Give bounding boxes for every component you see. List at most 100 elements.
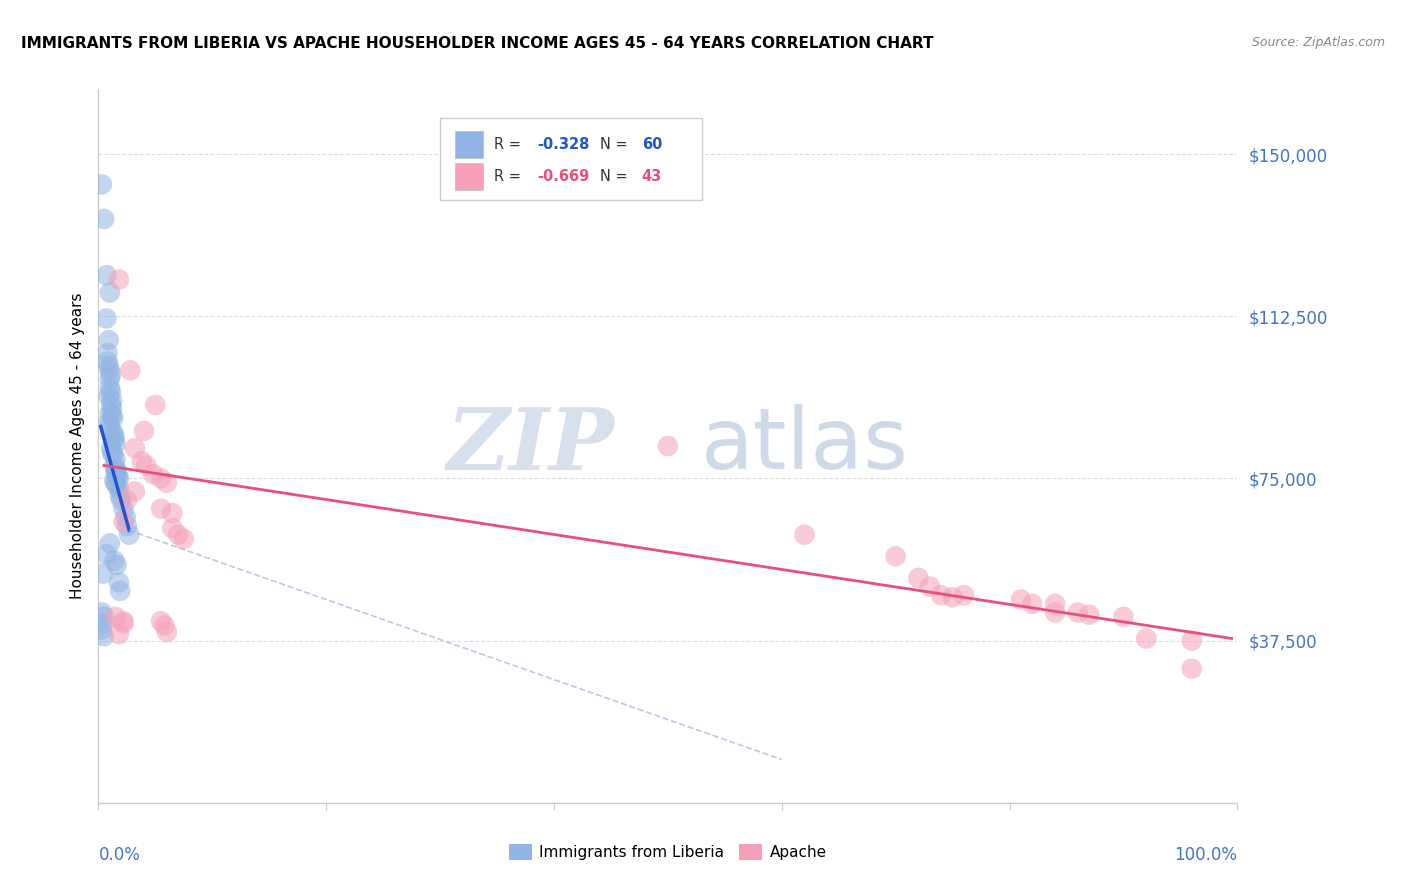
Point bbox=[167, 527, 190, 541]
Point bbox=[96, 311, 118, 326]
FancyBboxPatch shape bbox=[456, 130, 484, 158]
Point bbox=[162, 521, 184, 535]
Text: R =: R = bbox=[494, 136, 524, 152]
Point bbox=[150, 471, 173, 485]
Point bbox=[101, 445, 124, 459]
Point bbox=[112, 501, 135, 516]
Text: 100.0%: 100.0% bbox=[1174, 846, 1237, 863]
Point bbox=[98, 372, 121, 386]
Point bbox=[1010, 592, 1032, 607]
Point bbox=[101, 402, 124, 417]
Point bbox=[124, 484, 146, 499]
Point bbox=[145, 398, 167, 412]
Point bbox=[793, 527, 815, 541]
Point bbox=[108, 575, 131, 590]
Point bbox=[96, 354, 118, 368]
Text: 0.0%: 0.0% bbox=[98, 846, 141, 863]
Point bbox=[98, 407, 121, 421]
Point bbox=[90, 623, 112, 637]
Point bbox=[108, 482, 131, 496]
Point bbox=[108, 272, 131, 286]
Point bbox=[1043, 597, 1066, 611]
Point bbox=[105, 463, 128, 477]
Point bbox=[103, 448, 125, 462]
Point bbox=[93, 211, 115, 226]
Point bbox=[150, 614, 173, 628]
Point bbox=[1135, 632, 1157, 646]
Point bbox=[150, 501, 173, 516]
Text: ZIP: ZIP bbox=[447, 404, 614, 488]
Point bbox=[114, 510, 136, 524]
Point bbox=[96, 547, 118, 561]
Point bbox=[103, 433, 125, 447]
Point bbox=[96, 268, 118, 282]
Point bbox=[97, 333, 120, 347]
Point bbox=[953, 588, 976, 602]
Point bbox=[942, 591, 965, 605]
Point bbox=[93, 629, 115, 643]
Text: 60: 60 bbox=[641, 136, 662, 152]
Point bbox=[104, 452, 127, 467]
Point bbox=[929, 588, 952, 602]
Point bbox=[1078, 607, 1101, 622]
Point bbox=[115, 519, 138, 533]
Point bbox=[98, 536, 121, 550]
Point bbox=[97, 359, 120, 373]
Point bbox=[1112, 610, 1135, 624]
Point bbox=[105, 478, 128, 492]
Text: R =: R = bbox=[494, 169, 524, 184]
Point bbox=[142, 467, 165, 482]
Text: atlas: atlas bbox=[700, 404, 908, 488]
Point bbox=[91, 616, 114, 631]
Point bbox=[1181, 633, 1204, 648]
Point bbox=[907, 571, 929, 585]
Point bbox=[135, 458, 157, 473]
Point bbox=[104, 465, 127, 479]
Point bbox=[108, 471, 131, 485]
Point bbox=[100, 398, 122, 412]
Point bbox=[98, 285, 121, 300]
Point bbox=[101, 393, 124, 408]
Point bbox=[108, 627, 131, 641]
Point bbox=[104, 475, 127, 490]
Point bbox=[108, 583, 131, 598]
Point bbox=[120, 363, 142, 377]
Point bbox=[103, 430, 125, 444]
Point bbox=[156, 475, 179, 490]
Text: 43: 43 bbox=[641, 169, 662, 184]
Point bbox=[101, 424, 124, 438]
Point bbox=[173, 532, 195, 546]
Point bbox=[118, 527, 141, 541]
Point bbox=[112, 515, 135, 529]
Point bbox=[918, 580, 941, 594]
Point bbox=[101, 409, 124, 423]
FancyBboxPatch shape bbox=[440, 118, 702, 200]
Text: -0.669: -0.669 bbox=[537, 169, 589, 184]
FancyBboxPatch shape bbox=[456, 162, 484, 190]
Point bbox=[90, 178, 112, 192]
Point bbox=[657, 439, 679, 453]
Point bbox=[100, 368, 122, 382]
Point bbox=[115, 493, 138, 508]
Point bbox=[98, 419, 121, 434]
Text: N =: N = bbox=[599, 169, 631, 184]
Point bbox=[90, 606, 112, 620]
Point bbox=[1067, 606, 1090, 620]
Point bbox=[98, 381, 121, 395]
Point bbox=[103, 474, 125, 488]
Point bbox=[104, 437, 127, 451]
Text: Source: ZipAtlas.com: Source: ZipAtlas.com bbox=[1251, 36, 1385, 49]
Point bbox=[100, 441, 122, 455]
Text: N =: N = bbox=[599, 136, 631, 152]
Point bbox=[124, 441, 146, 455]
Point bbox=[884, 549, 907, 564]
Point bbox=[103, 428, 125, 442]
Point bbox=[91, 566, 114, 581]
Point bbox=[107, 469, 129, 483]
Point bbox=[103, 553, 125, 567]
Point bbox=[1181, 662, 1204, 676]
Point bbox=[96, 346, 118, 360]
Point bbox=[132, 424, 155, 438]
Point bbox=[131, 454, 153, 468]
Legend: Immigrants from Liberia, Apache: Immigrants from Liberia, Apache bbox=[502, 838, 834, 866]
